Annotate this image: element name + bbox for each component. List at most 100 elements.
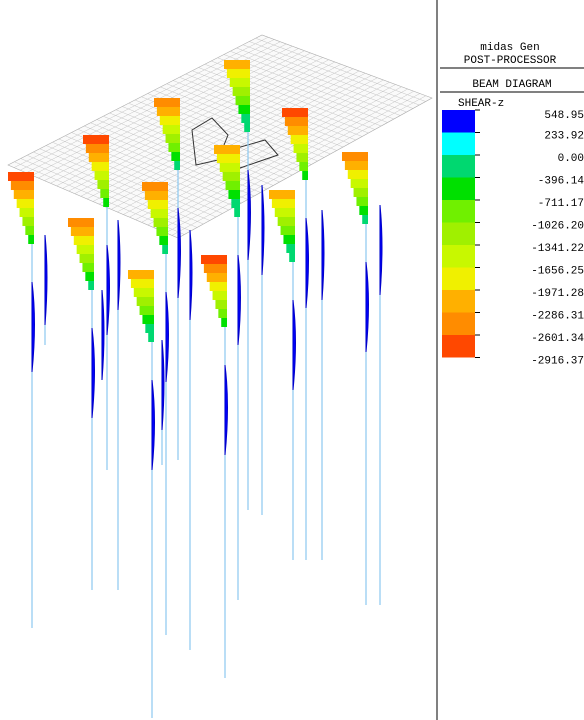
legend-swatch bbox=[442, 178, 475, 201]
shear-block bbox=[356, 197, 368, 206]
shear-block bbox=[275, 208, 295, 217]
legend-label: -2916.37 bbox=[531, 355, 584, 367]
shear-block bbox=[210, 282, 227, 291]
shear-blue bbox=[322, 210, 324, 300]
legend-swatch bbox=[442, 245, 475, 268]
shear-block bbox=[142, 182, 168, 191]
shear-block bbox=[286, 244, 295, 253]
shear-block bbox=[148, 200, 168, 209]
shear-block bbox=[285, 117, 308, 126]
shear-block bbox=[241, 114, 250, 123]
shear-blue bbox=[238, 255, 241, 345]
shear-block bbox=[272, 199, 295, 208]
shear-block bbox=[148, 333, 154, 342]
shear-block bbox=[269, 190, 295, 199]
shear-block bbox=[77, 245, 94, 254]
model-view bbox=[8, 35, 432, 718]
shear-block bbox=[159, 236, 168, 245]
shear-block bbox=[342, 152, 368, 161]
shear-block bbox=[224, 60, 250, 69]
shear-block bbox=[359, 206, 368, 215]
shear-block bbox=[345, 161, 368, 170]
shear-block bbox=[166, 134, 180, 143]
shear-blue bbox=[32, 282, 35, 372]
shear-block bbox=[174, 161, 180, 170]
shear-block bbox=[236, 96, 250, 105]
legend-label: 0.00 bbox=[558, 153, 584, 165]
shear-block bbox=[162, 245, 168, 254]
shear-block bbox=[234, 208, 240, 217]
shear-block bbox=[157, 107, 180, 116]
shear-block bbox=[25, 226, 34, 235]
shear-block bbox=[220, 163, 240, 172]
shear-block bbox=[168, 143, 180, 152]
legend-label: -1971.28 bbox=[531, 288, 584, 300]
shear-blue bbox=[190, 230, 192, 320]
legend-swatch bbox=[442, 223, 475, 246]
shear-block bbox=[95, 171, 109, 180]
shear-block bbox=[171, 152, 180, 161]
shear-block bbox=[282, 108, 308, 117]
shear-block bbox=[128, 270, 154, 279]
shear-block bbox=[131, 279, 154, 288]
legend-swatch bbox=[442, 268, 475, 291]
shear-block bbox=[88, 281, 94, 290]
shear-block bbox=[11, 181, 34, 190]
shear-block bbox=[214, 145, 240, 154]
shear-block bbox=[354, 188, 368, 197]
legend-swatch bbox=[442, 290, 475, 313]
shear-block bbox=[100, 189, 109, 198]
slab bbox=[8, 35, 432, 238]
shear-block bbox=[291, 135, 308, 144]
shear-block bbox=[218, 309, 227, 318]
shear-block bbox=[226, 181, 240, 190]
shear-blue bbox=[293, 300, 296, 390]
screenshot: midas Gen POST-PROCESSOR BEAM DIAGRAM SH… bbox=[0, 0, 584, 720]
shear-block bbox=[227, 69, 250, 78]
shear-block bbox=[142, 315, 154, 324]
viewport: midas Gen POST-PROCESSOR BEAM DIAGRAM SH… bbox=[0, 0, 584, 720]
shear-block bbox=[68, 218, 94, 227]
shear-block bbox=[230, 78, 250, 87]
app-name: midas Gen bbox=[480, 42, 539, 54]
shear-block bbox=[238, 105, 250, 114]
legend-label: -1656.25 bbox=[531, 265, 584, 277]
legend-label: -1341.22 bbox=[531, 243, 584, 255]
legend-swatch bbox=[442, 110, 475, 133]
shear-blue bbox=[45, 235, 47, 325]
shear-block bbox=[154, 218, 168, 227]
shear-block bbox=[82, 263, 94, 272]
shear-block bbox=[233, 87, 250, 96]
shear-block bbox=[362, 215, 368, 224]
shear-block bbox=[351, 179, 368, 188]
shear-block bbox=[89, 153, 109, 162]
legend-label: 233.92 bbox=[544, 130, 584, 142]
legend-label: -2286.31 bbox=[531, 310, 584, 322]
shear-block bbox=[151, 209, 168, 218]
module-name: POST-PROCESSOR bbox=[464, 55, 557, 67]
shear-block bbox=[221, 318, 227, 327]
shear-block bbox=[103, 198, 109, 207]
shear-block bbox=[213, 291, 227, 300]
shear-block bbox=[137, 297, 154, 306]
shear-block bbox=[296, 153, 308, 162]
shear-block bbox=[83, 135, 109, 144]
shear-block bbox=[302, 171, 308, 180]
shear-blue bbox=[107, 245, 110, 335]
shear-block bbox=[71, 227, 94, 236]
shear-block bbox=[8, 172, 34, 181]
shear-blue bbox=[225, 365, 228, 455]
shear-block bbox=[163, 125, 180, 134]
shear-blue bbox=[366, 262, 369, 352]
shear-block bbox=[228, 190, 240, 199]
shear-block bbox=[201, 255, 227, 264]
legend-swatch bbox=[442, 335, 475, 358]
shear-block bbox=[140, 306, 154, 315]
legend-label: -2601.34 bbox=[531, 333, 584, 345]
shear-block bbox=[294, 144, 308, 153]
legend-swatch bbox=[442, 133, 475, 156]
shear-block bbox=[74, 236, 94, 245]
shear-blue bbox=[380, 205, 382, 295]
shear-blue bbox=[262, 185, 264, 275]
shear-block bbox=[281, 226, 295, 235]
